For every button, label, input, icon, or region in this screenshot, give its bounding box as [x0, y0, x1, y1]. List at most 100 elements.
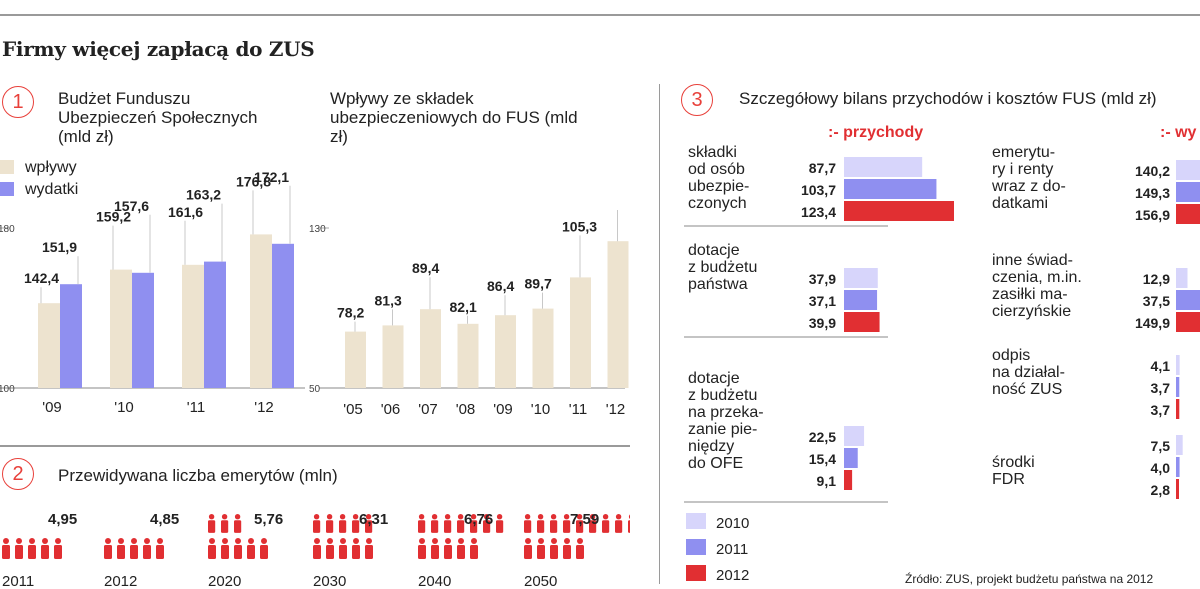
- category-label: 2012: [104, 573, 137, 589]
- expense-label: datkami: [992, 195, 1048, 212]
- bar-skladki: [607, 241, 629, 388]
- value-label: 6,31: [359, 511, 388, 528]
- expense-label: emerytu-: [992, 144, 1055, 161]
- value-label-wydatki: 172,1: [254, 169, 289, 185]
- expense-value: 2,8: [1151, 482, 1171, 498]
- revenue-bar: [844, 312, 880, 332]
- section-2-title: Przewidywana liczba emerytów (mln): [58, 466, 338, 485]
- category-label: 2011: [2, 573, 34, 589]
- pensioner-icon-extra: [602, 514, 610, 533]
- bar-wplywy: [110, 269, 132, 388]
- bar-skladki: [570, 277, 591, 388]
- legend-label: 2012: [716, 567, 749, 584]
- pensioner-icon: [221, 538, 229, 559]
- pensioner-icon-extra: [628, 514, 630, 533]
- source-note: Źródło: ZUS, projekt budżetu państwa na …: [905, 572, 1154, 586]
- revenue-label: na przeka-: [688, 404, 764, 421]
- revenue-label: składki: [688, 144, 737, 161]
- value-label-wplywy: 159,2: [96, 209, 131, 225]
- expense-bar: [1176, 457, 1180, 477]
- pensioner-icon-extra: [537, 514, 545, 533]
- y-tick-label: 180: [0, 224, 15, 235]
- bar-wplywy: [250, 234, 272, 388]
- expense-bar: [1176, 182, 1200, 202]
- expense-value: 149,9: [1135, 315, 1170, 331]
- revenue-bar: [844, 470, 853, 490]
- expense-bar: [1176, 204, 1200, 224]
- bar-wydatki: [272, 243, 294, 388]
- pensioner-icon-extra: [221, 514, 229, 533]
- expense-bar: [1176, 268, 1188, 288]
- pensioner-icon-extra: [365, 514, 373, 533]
- x-tick-label: '07: [418, 401, 438, 418]
- bar-wydatki: [60, 284, 82, 388]
- pensioner-icon-extra: [444, 514, 452, 533]
- pensioner-icon-extra: [576, 514, 584, 533]
- revenue-bar: [844, 268, 878, 288]
- pensioner-icon-extra: [457, 514, 465, 533]
- revenue-bar: [844, 179, 937, 199]
- section-2-badge: 2: [2, 458, 34, 490]
- bar-wydatki: [132, 272, 154, 388]
- pensioner-icon: [260, 538, 268, 559]
- top-rule: [0, 14, 1200, 16]
- chart-pensioners: 4,95 2011 4,85 2012 5,76 2020 6,31 2030 6,76 2040…: [2, 511, 630, 589]
- y-tick-label: 100: [0, 384, 15, 395]
- revenue-value: 103,7: [801, 182, 836, 198]
- pensioner-icon: [41, 538, 49, 559]
- pensioner-icon-extra: [313, 514, 321, 533]
- expense-label: środki: [992, 454, 1035, 471]
- bar-skladki: [457, 323, 479, 388]
- section-1-badge: 1: [2, 86, 34, 118]
- value-label: 86,4: [487, 278, 514, 294]
- pensioner-icon: [156, 538, 164, 559]
- pensioner-icon-extra: [326, 514, 334, 533]
- expense-value: 4,0: [1151, 460, 1171, 476]
- pensioner-icon: [418, 538, 426, 559]
- value-label: 4,85: [150, 511, 179, 528]
- pensioner-icon-extra: [524, 514, 532, 533]
- expense-label: ność ZUS: [992, 381, 1062, 398]
- revenue-bar: [844, 448, 858, 468]
- expense-label: ry i renty: [992, 161, 1053, 178]
- y-tick-label: 50: [309, 384, 321, 395]
- pensioner-icon: [563, 538, 571, 559]
- expense-bar: [1176, 377, 1180, 397]
- value-label-wplywy: 142,4: [24, 270, 59, 286]
- revenue-label: do OFE: [688, 455, 743, 472]
- pensioner-icon-extra: [615, 514, 623, 533]
- x-tick-label: '09: [493, 401, 513, 418]
- chart-fus-budget: 180 100 wpływy wydatki '09 142,4 151,9 '10 159,2…: [0, 159, 305, 416]
- revenue-label: państwa: [688, 276, 748, 293]
- value-label-wplywy: 161,6: [168, 204, 203, 220]
- pensioner-icon: [130, 538, 138, 559]
- value-label-wydatki: 151,9: [42, 239, 77, 255]
- bar-skladki: [495, 315, 516, 388]
- legend-label: 2010: [716, 515, 749, 532]
- x-tick-label: '12: [606, 401, 626, 418]
- expense-bar: [1176, 160, 1200, 180]
- expense-value: 156,9: [1135, 207, 1170, 223]
- expense-bar: [1176, 312, 1200, 332]
- page-title: Firmy więcej zapłacą do ZUS: [2, 37, 315, 61]
- pensioner-icon-extra: [352, 514, 360, 533]
- pensioner-icon-extra: [483, 514, 491, 533]
- chart-a-title: Budżet Funduszu Ubezpieczeń Społecznych …: [58, 89, 258, 146]
- chart-contributions: 130 50 '05 78,2 '06 81,3 '07 89,4 '08 82,1 '09 86,4…: [309, 210, 629, 418]
- expense-header: :- wy: [1160, 124, 1197, 141]
- x-tick-label: '05: [343, 401, 363, 418]
- pensioner-icon: [444, 538, 452, 559]
- expense-value: 4,1: [1151, 358, 1171, 374]
- x-tick-label: '12: [254, 399, 274, 416]
- bar-wplywy: [38, 303, 60, 388]
- revenue-bar: [844, 157, 923, 177]
- value-label: 81,3: [375, 292, 402, 308]
- revenue-value: 123,4: [801, 204, 836, 220]
- revenue-value: 9,1: [817, 473, 837, 489]
- legend-label: wydatki: [24, 181, 78, 198]
- revenue-label: dotacje: [688, 370, 740, 387]
- revenue-header: :- przychody: [828, 124, 923, 141]
- pensioner-icon-extra: [418, 514, 426, 533]
- pensioner-icon: [470, 538, 478, 559]
